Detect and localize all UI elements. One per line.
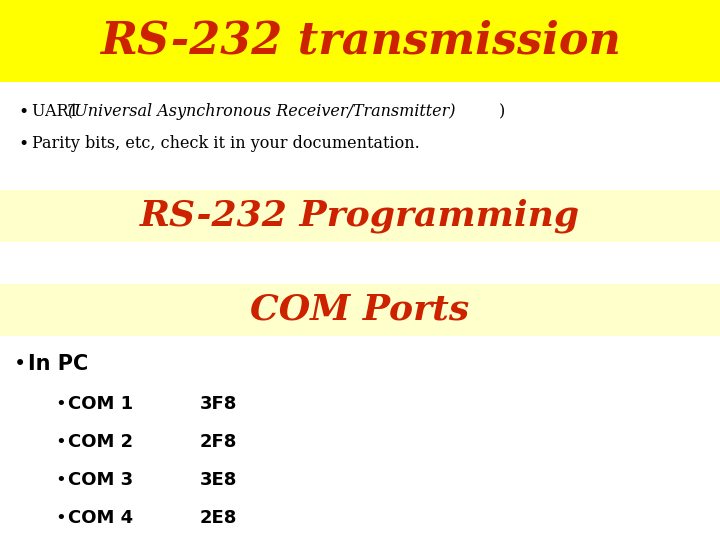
Text: In PC: In PC [28,354,89,374]
Text: •: • [55,433,66,451]
Text: •: • [55,509,66,527]
Text: COM Ports: COM Ports [251,293,469,327]
Text: COM 3: COM 3 [68,471,133,489]
FancyBboxPatch shape [0,190,720,242]
Text: (Universal Asynchronous Receiver/Transmitter): (Universal Asynchronous Receiver/Transmi… [68,104,456,120]
FancyBboxPatch shape [0,242,720,284]
Text: 2E8: 2E8 [200,509,238,527]
Text: RS-232 Programming: RS-232 Programming [140,199,580,233]
FancyBboxPatch shape [0,284,720,336]
Text: 3E8: 3E8 [200,471,238,489]
Text: COM 2: COM 2 [68,433,133,451]
Text: •: • [18,103,28,121]
Text: COM 1: COM 1 [68,395,133,413]
Text: ): ) [499,104,505,120]
Text: •: • [14,354,26,374]
Text: •: • [55,395,66,413]
Text: 2F8: 2F8 [200,433,238,451]
FancyBboxPatch shape [0,0,720,82]
FancyBboxPatch shape [0,336,720,540]
Text: 3F8: 3F8 [200,395,238,413]
Text: UART: UART [32,104,84,120]
Text: •: • [55,471,66,489]
FancyBboxPatch shape [0,82,720,190]
Text: Parity bits, etc, check it in your documentation.: Parity bits, etc, check it in your docum… [32,136,420,152]
Text: COM 4: COM 4 [68,509,133,527]
Text: •: • [18,135,28,153]
Text: RS-232 transmission: RS-232 transmission [99,19,621,63]
